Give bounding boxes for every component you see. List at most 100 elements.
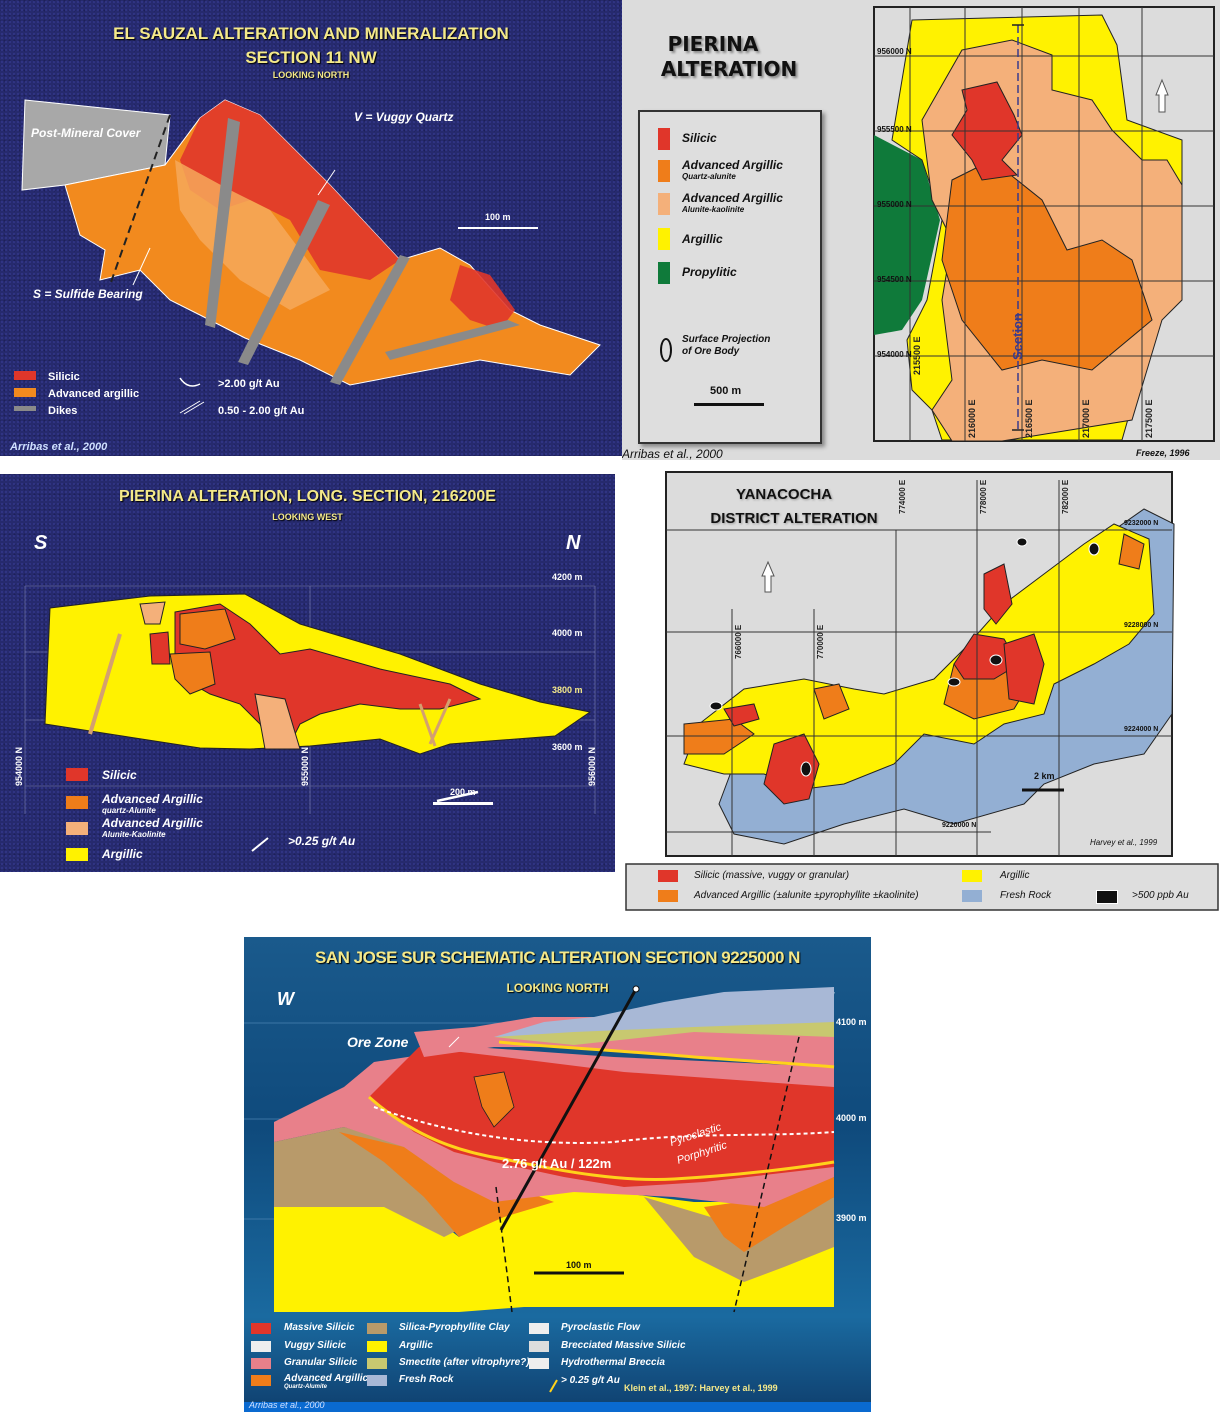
el-sauzal-scale-label: 100 m	[485, 212, 511, 222]
legend-massive-silicic: Massive Silicic	[284, 1322, 355, 1333]
sjs-section-graphic	[244, 985, 871, 1412]
swatch-fresh-rock	[962, 890, 982, 902]
easting-216500: 216500 E	[1024, 399, 1034, 438]
northing-955000: 955000 N	[300, 746, 310, 786]
legend-advanced-argillic: Advanced argillic	[48, 388, 140, 400]
pierina-long-title: PIERINA ALTERATION, LONG. SECTION, 21620…	[119, 488, 496, 505]
legend-adv-arg: Advanced Argillic (±alunite ±pyrophyllit…	[694, 890, 919, 901]
northing-9224000: 9224000 N	[1124, 726, 1159, 733]
pierina-long-view: LOOKING WEST	[272, 512, 343, 522]
swatch-argillic	[66, 848, 88, 861]
swatch-gold	[1096, 890, 1118, 904]
swatch-silicic	[658, 870, 678, 882]
easting-217500: 217500 E	[1144, 399, 1154, 438]
legend-adv-arg-qa: Advanced Argillic quartz-Alunite	[102, 792, 203, 815]
northing-9232000: 9232000 N	[1124, 520, 1159, 527]
swatch-argillic	[658, 228, 670, 250]
el-sauzal-title: EL SAUZAL ALTERATION AND MINERALIZATION	[113, 24, 509, 43]
swatch-pyroclastic-flow	[529, 1323, 549, 1334]
legend-argillic: Argillic	[399, 1340, 433, 1351]
ore-zone-label: Ore Zone	[347, 1034, 409, 1050]
pierina-scale-label: 500 m	[710, 385, 742, 397]
swatch-hydrothermal-breccia	[529, 1358, 549, 1369]
legend-granular-silicic: Granular Silicic	[284, 1357, 358, 1368]
swatch-propylitic	[658, 262, 670, 284]
northing-9228000: 9228000 N	[1124, 622, 1159, 629]
easting-766000: 766000 E	[734, 624, 743, 659]
pierina-legend-silicic: Silicic	[682, 131, 717, 145]
northing-955000: 955000 N	[877, 200, 912, 209]
elev-4000: 4000 m	[552, 628, 583, 638]
legend-grade-high: >2.00 g/t Au	[218, 378, 280, 390]
pierina-map-graphic	[873, 6, 1215, 442]
el-sauzal-view: LOOKING NORTH	[272, 70, 350, 80]
legend-vuggy-silicic: Vuggy Silicic	[284, 1340, 347, 1351]
easting-770000: 770000 E	[816, 624, 825, 659]
legend-dikes: Dikes	[48, 405, 78, 417]
label-sub: Alunite-kaolinite	[682, 205, 745, 214]
label-sub: Quartz-alunite	[682, 172, 736, 181]
legend-adv-arg-ak: Advanced Argillic Alunite-Kaolinite	[102, 816, 203, 839]
legend-fresh-rock: Fresh Rock	[399, 1374, 454, 1385]
ore-body-label-1: Surface Projection	[682, 334, 771, 345]
pierina-title-2: ALTERATION	[660, 57, 798, 81]
legend-grade: >0.25 g/t Au	[288, 834, 356, 848]
sjs-view: LOOKING NORTH	[506, 981, 609, 995]
ore-body-icon	[660, 338, 672, 362]
pierina-long-scale-label: 200 m	[450, 787, 476, 797]
legend-argillic: Argillic	[1000, 870, 1030, 881]
el-sauzal-credit: Arribas et al., 2000	[10, 441, 108, 453]
pierina-title-1: PIERINA	[667, 32, 759, 56]
san-jose-sur-panel: SAN JOSE SUR SCHEMATIC ALTERATION SECTIO…	[244, 937, 871, 1412]
swatch-adv-arg-ak	[66, 822, 88, 835]
elev-4100: 4100 m	[836, 1017, 867, 1027]
legend-hydrothermal-breccia: Hydrothermal Breccia	[561, 1357, 665, 1368]
intercept-label: 2.76 g/t Au / 122m	[502, 1156, 612, 1171]
pierina-credit-right: Freeze, 1996	[1136, 448, 1190, 458]
legend-grade-mid: 0.50 - 2.00 g/t Au	[218, 405, 305, 417]
easting-782000: 782000 E	[1061, 479, 1070, 514]
legend-argillic: Argillic	[102, 847, 143, 861]
pierina-legend-adv-arg-ak: Advanced Argillic Alunite-kaolinite	[682, 191, 783, 214]
pierina-legend-propylitic: Propylitic	[682, 265, 737, 279]
legend-fresh-rock: Fresh Rock	[1000, 890, 1052, 901]
yanacocha-map-graphic	[625, 471, 1219, 911]
northing-954500: 954500 N	[877, 275, 912, 284]
easting-778000: 778000 E	[979, 479, 988, 514]
post-mineral-cover-label: Post-Mineral Cover	[31, 126, 141, 140]
swatch-massive-silicic	[251, 1323, 271, 1334]
yanacocha-title-1: YANACOCHA	[735, 486, 833, 503]
sjs-title: SAN JOSE SUR SCHEMATIC ALTERATION SECTIO…	[315, 948, 800, 967]
swatch-adv-arg-qa	[66, 796, 88, 809]
legend-pyroclastic-flow: Pyroclastic Flow	[561, 1322, 640, 1333]
easting-216000: 216000 E	[967, 399, 977, 438]
ore-body-label-2: of Ore Body	[682, 346, 740, 357]
swatch-argillic	[962, 870, 982, 882]
pierina-long-graphic	[24, 585, 596, 852]
vuggy-quartz-label: V = Vuggy Quartz	[354, 110, 454, 124]
label-text: Advanced Argillic	[102, 816, 203, 830]
pierina-scale-bar	[694, 403, 764, 406]
elev-3900: 3900 m	[836, 1213, 867, 1223]
legend-smectite: Smectite (after vitrophyre?)	[399, 1357, 530, 1368]
swatch-adv-arg-qa	[658, 160, 670, 182]
pierina-legend-adv-arg-qa: Advanced Argillic Quartz-alunite	[682, 158, 783, 181]
pierina-credit-left: Arribas et al., 2000	[622, 447, 723, 460]
legend-silicic: Silicic	[48, 371, 80, 383]
swatch-argillic	[367, 1341, 387, 1352]
pierina-long-panel: PIERINA ALTERATION, LONG. SECTION, 21620…	[0, 474, 615, 872]
yanacocha-panel: YANACOCHA DISTRICT ALTERATION 766000 E 7…	[624, 464, 1220, 914]
el-sauzal-panel: EL SAUZAL ALTERATION AND MINERALIZATION …	[0, 0, 622, 456]
easting-217000: 217000 E	[1081, 399, 1091, 438]
label-text: Advanced Argillic	[682, 191, 783, 205]
label-text: Advanced Argillic	[682, 158, 783, 172]
el-sauzal-subtitle: SECTION 11 NW	[245, 48, 377, 67]
northing-956000: 956000 N	[587, 746, 597, 786]
easting-215500: 215500 E	[912, 336, 922, 375]
northing-9220000: 9220000 N	[942, 822, 977, 829]
yanacocha-credit: Harvey et al., 1999	[1090, 838, 1158, 847]
legend-gold: >500 ppb Au	[1132, 890, 1189, 901]
legend-silica-pyrophyllite: Silica-Pyrophyllite Clay	[399, 1322, 510, 1333]
label-text: Advanced Argillic	[102, 792, 203, 806]
swatch-granular-silicic	[251, 1358, 271, 1369]
